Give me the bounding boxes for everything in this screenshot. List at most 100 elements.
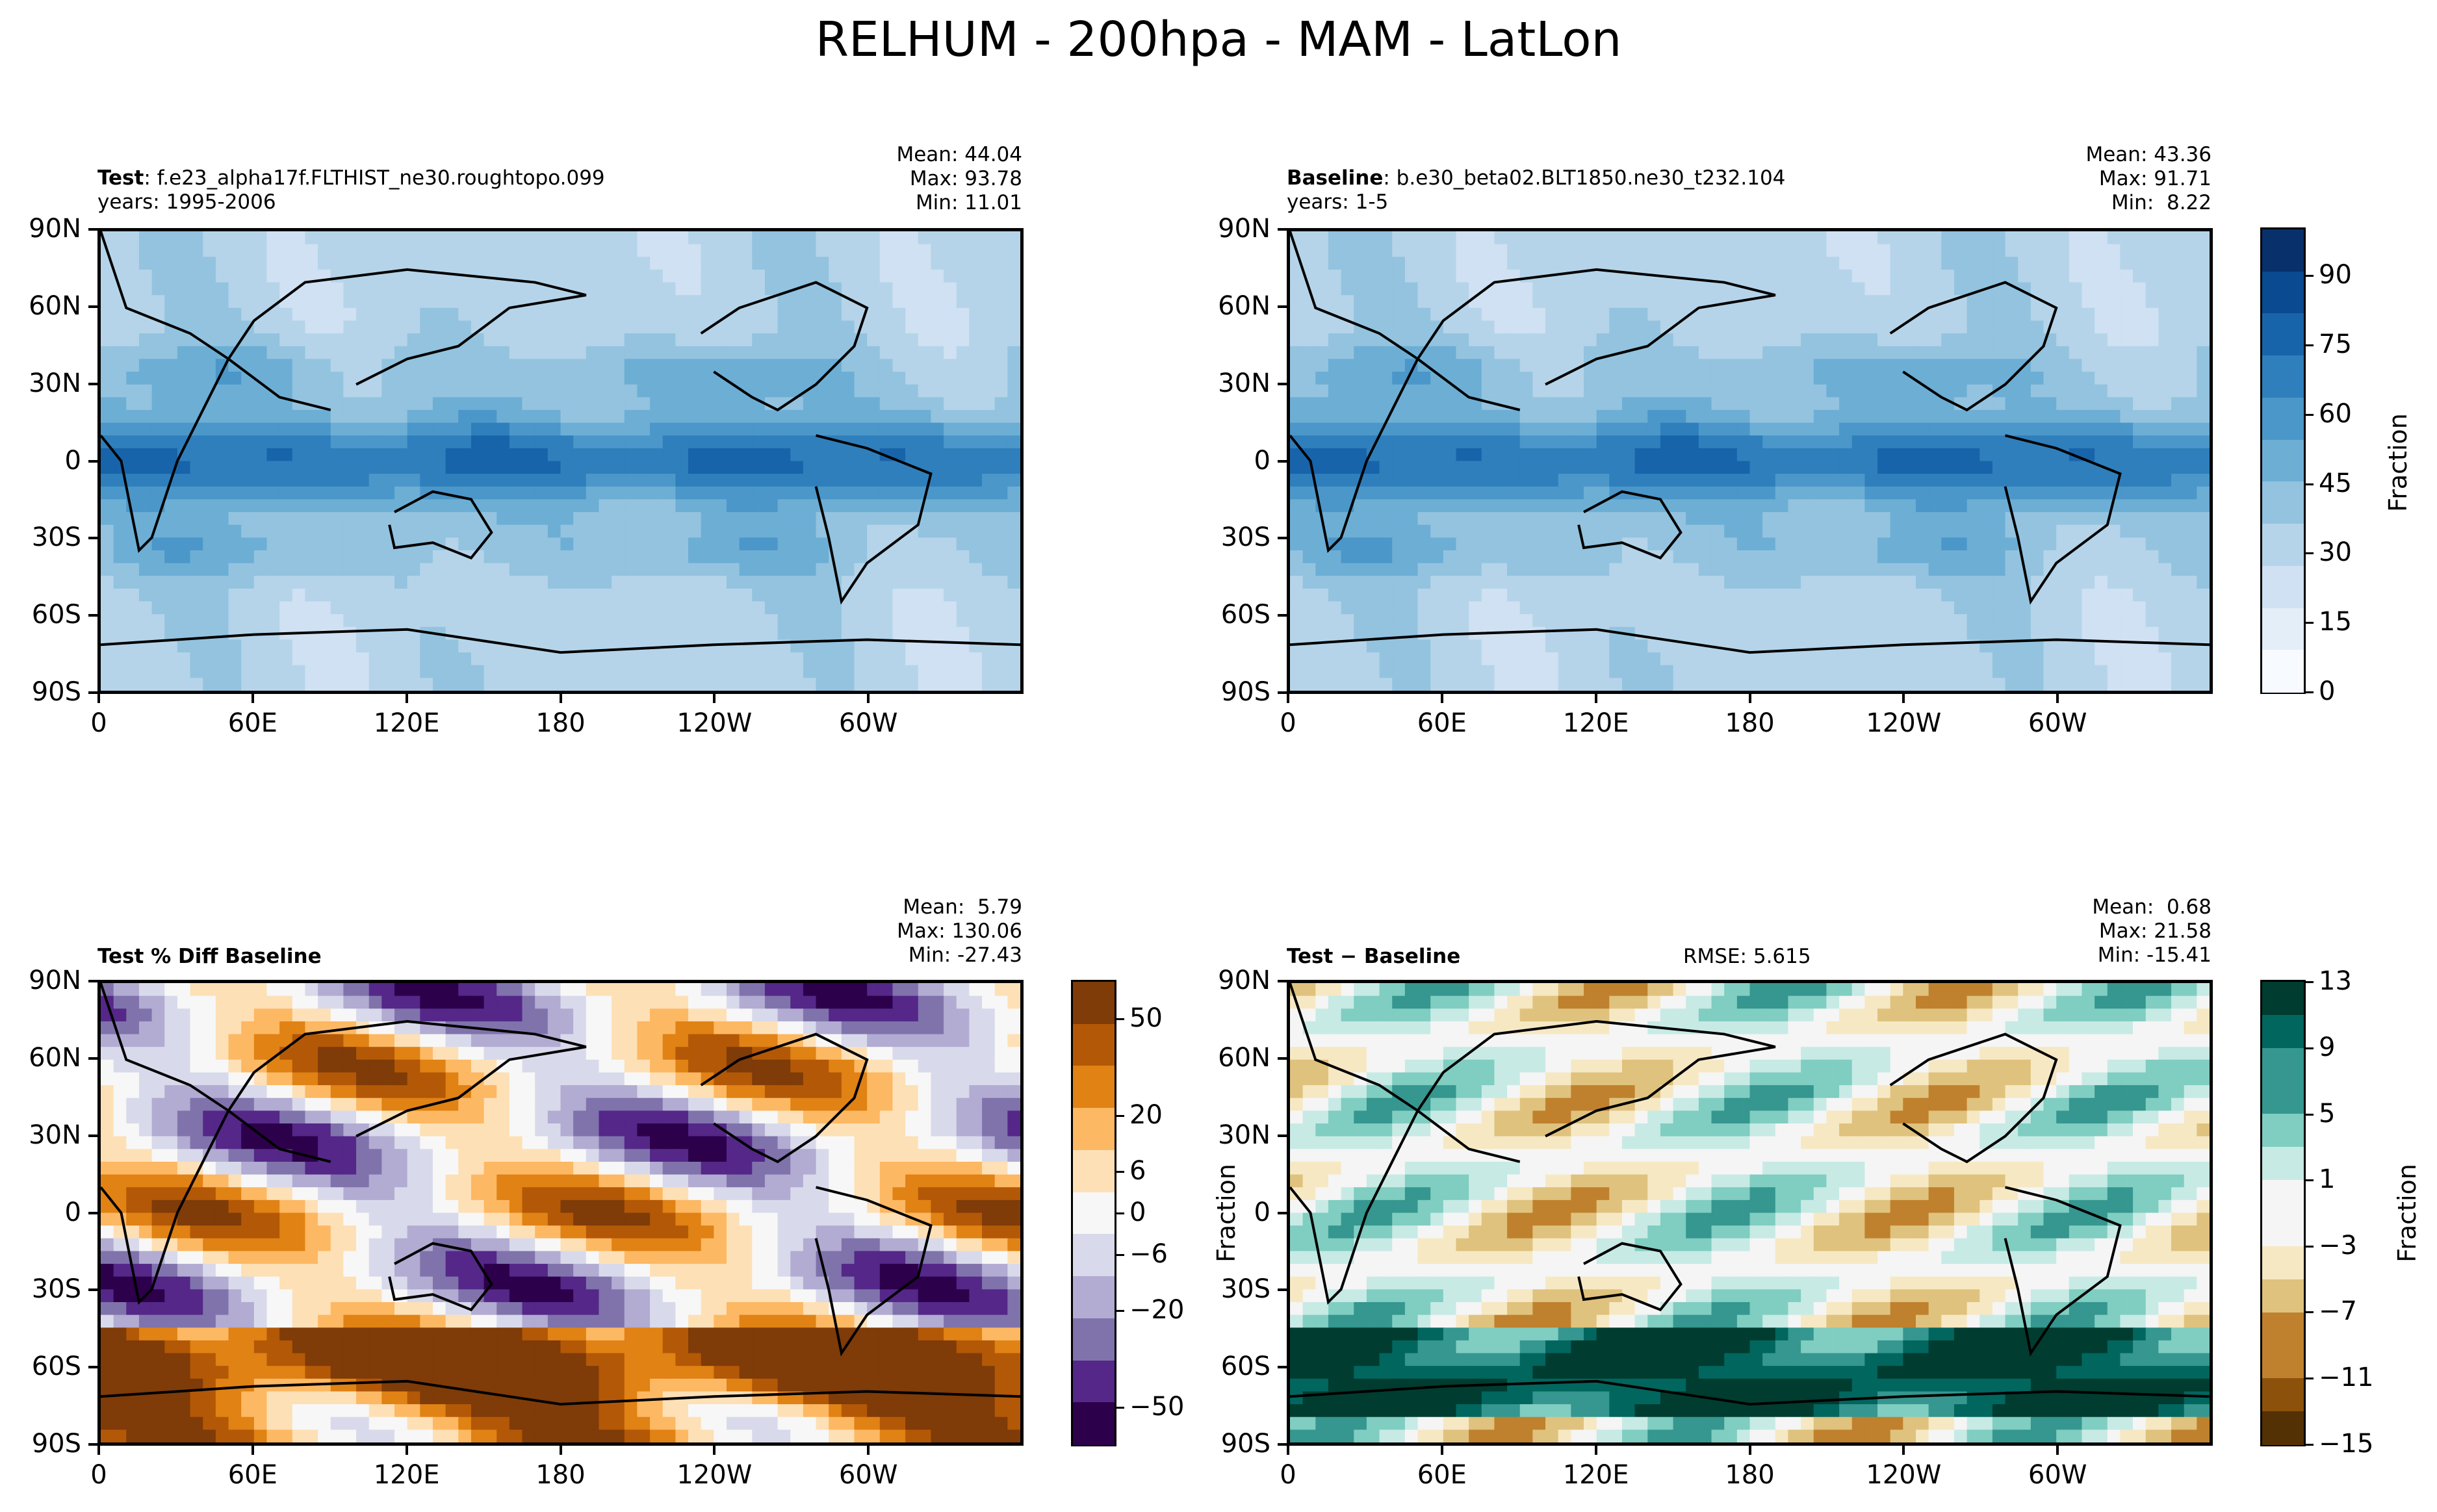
map-cell (675, 601, 689, 615)
map-cell (803, 409, 817, 424)
map-cell (777, 295, 791, 309)
map-cell (2120, 333, 2134, 347)
map-cell (484, 359, 497, 372)
map-cell (1941, 359, 1955, 372)
map-cell (1417, 409, 1431, 424)
map-cell (292, 269, 306, 283)
map-cell (484, 601, 497, 615)
map-cell (2184, 537, 2197, 551)
map-cell (994, 474, 1008, 487)
map-cell (1634, 333, 1648, 347)
map-cell (1469, 333, 1482, 347)
map-cell (1328, 474, 1342, 487)
map-cell (2018, 295, 2031, 309)
map-cell (1877, 422, 1891, 436)
map-cell (1915, 359, 1929, 372)
map-cell (381, 397, 395, 411)
map-cell (215, 269, 229, 283)
map-cell (151, 244, 165, 257)
map-cell (2082, 269, 2095, 283)
map-cell (1749, 499, 1763, 513)
map-cell (1354, 639, 1367, 653)
map-cell (560, 435, 574, 449)
map-cell (203, 614, 216, 628)
map-cell (318, 512, 331, 526)
map-cell (484, 512, 497, 526)
map-cell (1532, 397, 1546, 411)
map-cell (1443, 639, 1457, 653)
map-cell (1571, 537, 1584, 551)
map-cell (612, 601, 625, 615)
map-cell (867, 307, 881, 322)
map-cell (1736, 474, 1751, 487)
map-cell (484, 372, 497, 385)
map-cell (445, 244, 459, 257)
map-cell (1941, 626, 1955, 641)
map-cell (586, 282, 600, 296)
map-cell (496, 384, 510, 398)
map-cell (675, 486, 689, 500)
map-cell (2197, 269, 2210, 283)
map-cell (2184, 333, 2197, 347)
map-cell (1621, 588, 1636, 602)
map-cell (1519, 614, 1534, 628)
map-cell (1686, 282, 1699, 296)
map-cell (1621, 359, 1636, 372)
map-cell (637, 550, 651, 564)
map-cell (228, 422, 242, 436)
map-cell (1953, 333, 1968, 347)
map-cell (1839, 282, 1853, 296)
map-cell (2043, 409, 2057, 424)
map-cell (560, 320, 574, 334)
map-cell (1302, 652, 1316, 666)
map-cell (394, 435, 408, 449)
map-cell (1379, 372, 1393, 385)
map-cell (1609, 550, 1623, 564)
map-cell (650, 448, 664, 462)
map-cell (1890, 537, 1903, 551)
map-cell (956, 448, 970, 462)
map-cell (1736, 257, 1751, 270)
map-cell (841, 563, 855, 576)
map-cell (305, 435, 318, 449)
map-cell (1328, 244, 1342, 257)
map-cell (1953, 474, 1968, 487)
map-cell (432, 461, 446, 474)
map-cell (662, 372, 676, 385)
map-cell (1915, 269, 1929, 283)
map-cell (2030, 409, 2044, 424)
map-cell (1404, 550, 1419, 564)
map-cell (2095, 588, 2108, 602)
map-cell (2030, 486, 2044, 500)
map-cell (1775, 346, 1789, 359)
map-cell (164, 614, 178, 628)
map-cell (1507, 384, 1521, 398)
map-cell (2158, 626, 2172, 641)
map-cell (739, 576, 753, 589)
map-cell (2158, 397, 2172, 411)
map-cell (931, 333, 944, 347)
map-cell (905, 639, 919, 653)
map-cell (1698, 422, 1712, 436)
map-cell (777, 461, 791, 474)
map-cell (841, 257, 855, 270)
map-cell (1392, 474, 1406, 487)
map-cell (432, 550, 446, 564)
map-cell (445, 257, 459, 270)
map-cell (101, 652, 114, 666)
map-cell (458, 474, 472, 487)
map-cell (1481, 461, 1495, 474)
map-cell (1392, 307, 1406, 322)
map-cell (931, 320, 944, 334)
map-cell (1864, 448, 1878, 462)
map-cell (994, 639, 1008, 653)
map-cell (2184, 588, 2197, 602)
map-cell (1443, 244, 1457, 257)
map-cell (279, 537, 293, 551)
map-cell (752, 422, 766, 436)
map-cell (241, 550, 255, 564)
map-cell (1366, 244, 1380, 257)
map-cell (445, 499, 459, 513)
map-cell (599, 244, 612, 257)
map-cell (1928, 231, 1942, 245)
